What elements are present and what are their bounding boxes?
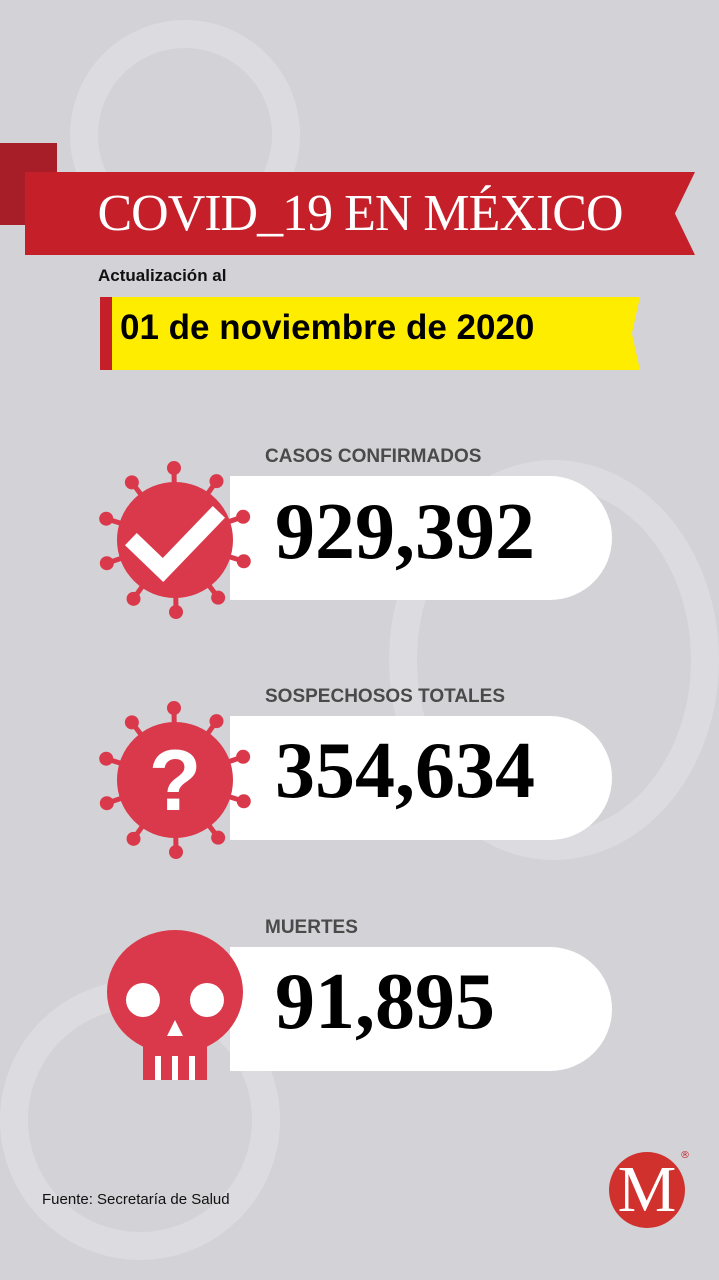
logo-letter: M: [617, 1153, 677, 1226]
virus-spike-tip: [209, 714, 224, 729]
virus-spike-tip: [166, 701, 181, 716]
stat-label-confirmed: CASOS CONFIRMADOS: [265, 446, 482, 467]
virus-spike-tip: [166, 461, 181, 476]
virus-spike-tip: [99, 556, 114, 571]
source-note: Fuente: Secretaría de Salud: [42, 1191, 230, 1208]
skull-icon: [107, 930, 243, 1080]
stat-value-suspected: 354,634: [275, 727, 535, 815]
update-date: 01 de noviembre de 2020: [120, 308, 535, 347]
virus-spike-tip: [236, 794, 251, 809]
virus-spike-tip: [124, 715, 139, 730]
virus-spike-tip: [236, 509, 251, 524]
virus-spike-tip: [99, 511, 114, 526]
date-accent-strip: [100, 297, 112, 370]
stat-pill-suspected: [230, 716, 612, 840]
virus-spike-tip: [99, 751, 114, 766]
virus-spike-tip: [169, 844, 184, 859]
title-banner: COVID_19 EN MÉXICO: [25, 172, 695, 255]
stat-value-deaths: 91,895: [275, 958, 495, 1046]
virus-spike-tip: [169, 604, 184, 619]
date-highlight: [100, 297, 640, 370]
registered-mark: ®: [680, 1150, 690, 1161]
virus-spike-tip: [211, 590, 226, 605]
virus-spike-tip: [211, 830, 226, 845]
svg-text:?: ?: [149, 733, 202, 829]
virus-spike-tip: [209, 474, 224, 489]
page-title: COVID_19 EN MÉXICO: [97, 185, 623, 242]
virus-question-icon: ?: [99, 701, 251, 859]
milenio-logo: M: [609, 1152, 685, 1228]
virus-spike-tip: [124, 475, 139, 490]
stat-label-deaths: MUERTES: [265, 917, 358, 938]
stat-label-suspected: SOSPECHOSOS TOTALES: [265, 686, 506, 707]
stat-value-confirmed: 929,392: [275, 488, 535, 576]
virus-check-icon: [99, 461, 251, 619]
virus-spike-tip: [236, 749, 251, 764]
virus-spike-tip: [126, 591, 141, 606]
virus-spike-tip: [99, 796, 114, 811]
update-label: Actualización al: [98, 266, 227, 285]
stat-pill-confirmed: [230, 476, 612, 600]
virus-spike-tip: [126, 831, 141, 846]
stat-pill-deaths: [230, 947, 612, 1071]
virus-spike-tip: [236, 554, 251, 569]
